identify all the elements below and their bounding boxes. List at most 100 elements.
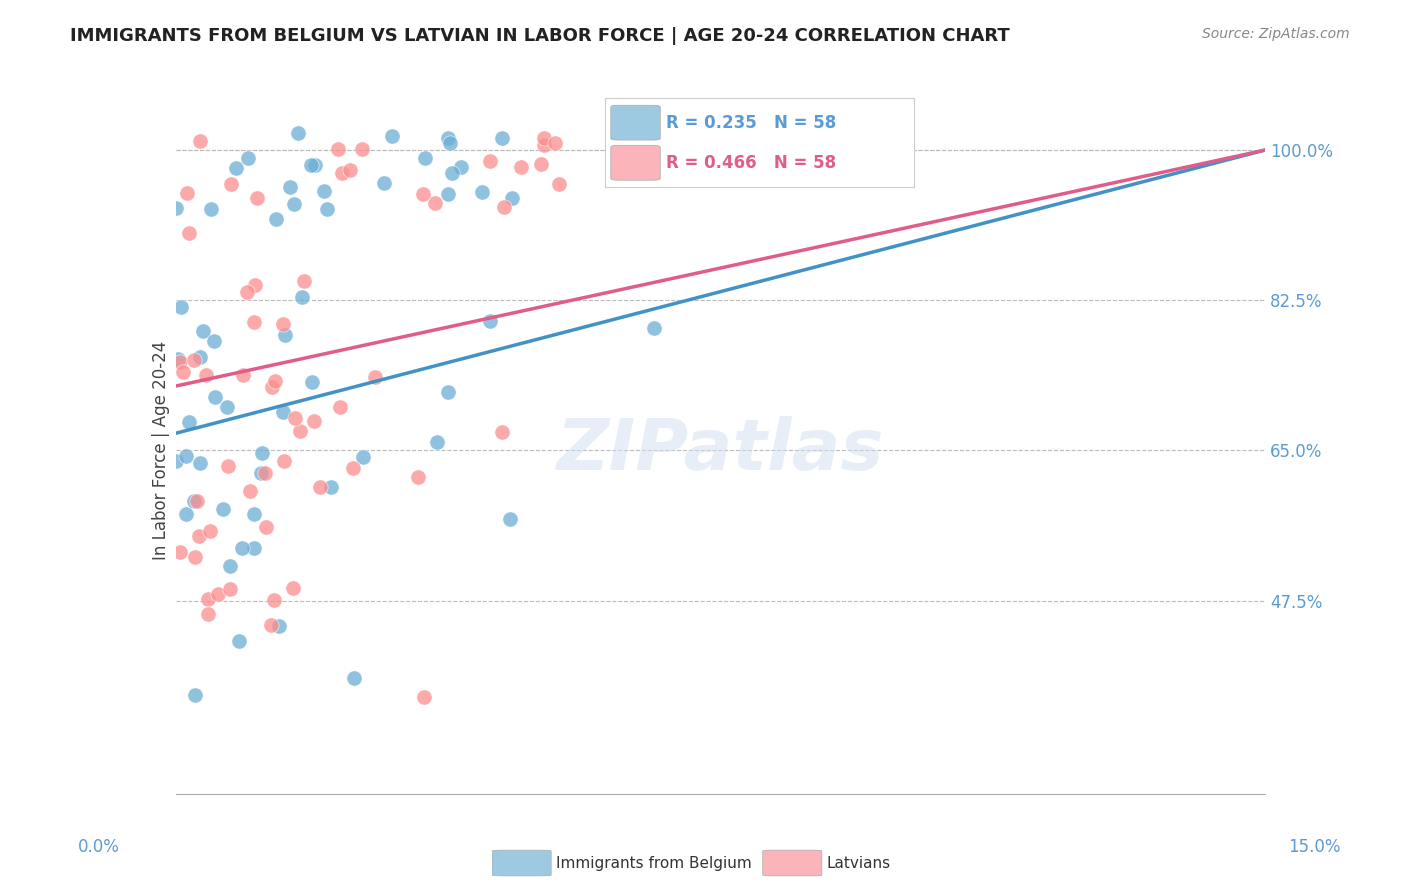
Point [479,314,502,328]
Point [352,450,374,464]
Point [245,278,267,293]
Point [231,541,253,555]
Point [478,154,501,169]
Point [236,285,259,300]
Point [406,469,429,483]
Point [342,461,364,475]
Point [262,380,284,394]
Point [188,456,211,470]
Y-axis label: In Labor Force | Age 20-24: In Labor Force | Age 20-24 [152,341,170,560]
Text: ZIPatlas: ZIPatlas [557,416,884,485]
Point [188,350,211,364]
Point [169,545,191,559]
Point [202,334,225,349]
Point [533,137,555,152]
Point [437,384,460,399]
Point [413,690,436,705]
Point [243,541,266,556]
Point [271,317,294,331]
Point [643,321,665,335]
Point [284,411,307,425]
Point [219,582,242,597]
Point [165,201,187,215]
Point [471,185,494,199]
Point [315,202,337,216]
Point [267,619,290,633]
Point [204,390,226,404]
Point [547,177,569,191]
Point [184,688,207,702]
Point [217,459,239,474]
Point [165,454,187,468]
Text: 0.0%: 0.0% [77,838,120,855]
Point [232,368,254,383]
Point [273,454,295,468]
Point [314,184,336,198]
Point [291,290,314,304]
Point [283,197,305,211]
Point [253,467,276,481]
Point [509,160,531,174]
Point [339,162,361,177]
Text: 15.0%: 15.0% [1288,838,1341,855]
Point [188,529,211,543]
Point [499,511,522,525]
Point [440,166,463,180]
Point [501,191,523,205]
Point [271,405,294,419]
Point [169,354,191,368]
Point [321,480,343,494]
Point [250,446,273,460]
FancyBboxPatch shape [610,105,661,140]
Point [207,587,229,601]
Point [219,177,242,191]
Point [186,493,208,508]
Point [183,493,205,508]
Point [170,301,193,315]
Point [437,186,460,201]
Text: R = 0.235   N = 58: R = 0.235 N = 58 [666,114,837,132]
Point [413,151,436,165]
Point [302,414,325,428]
Point [239,483,262,498]
Point [364,370,387,384]
Point [264,212,287,227]
Point [200,202,222,216]
Point [183,352,205,367]
Point [225,161,247,175]
FancyBboxPatch shape [492,850,551,876]
Point [243,507,266,521]
Point [326,142,349,156]
Point [287,126,309,140]
Text: R = 0.466   N = 58: R = 0.466 N = 58 [666,154,837,172]
Point [215,400,238,414]
Point [179,226,201,240]
Point [236,151,259,165]
Point [228,633,250,648]
Point [278,180,301,194]
Point [219,558,242,573]
Point [197,592,219,607]
Point [301,376,323,390]
Point [188,134,211,148]
Point [193,324,215,338]
Point [437,130,460,145]
Point [263,593,285,607]
Point [412,187,434,202]
Point [299,158,322,172]
FancyBboxPatch shape [762,850,821,876]
Point [167,352,190,367]
Point [212,502,235,516]
Point [491,131,513,145]
Point [200,524,222,539]
Point [184,549,207,564]
Point [544,136,567,151]
Point [172,365,194,379]
Point [250,466,273,480]
Point [491,425,513,439]
Point [304,159,326,173]
Point [292,274,315,288]
Point [425,435,447,450]
Point [309,480,332,494]
Point [343,671,366,685]
